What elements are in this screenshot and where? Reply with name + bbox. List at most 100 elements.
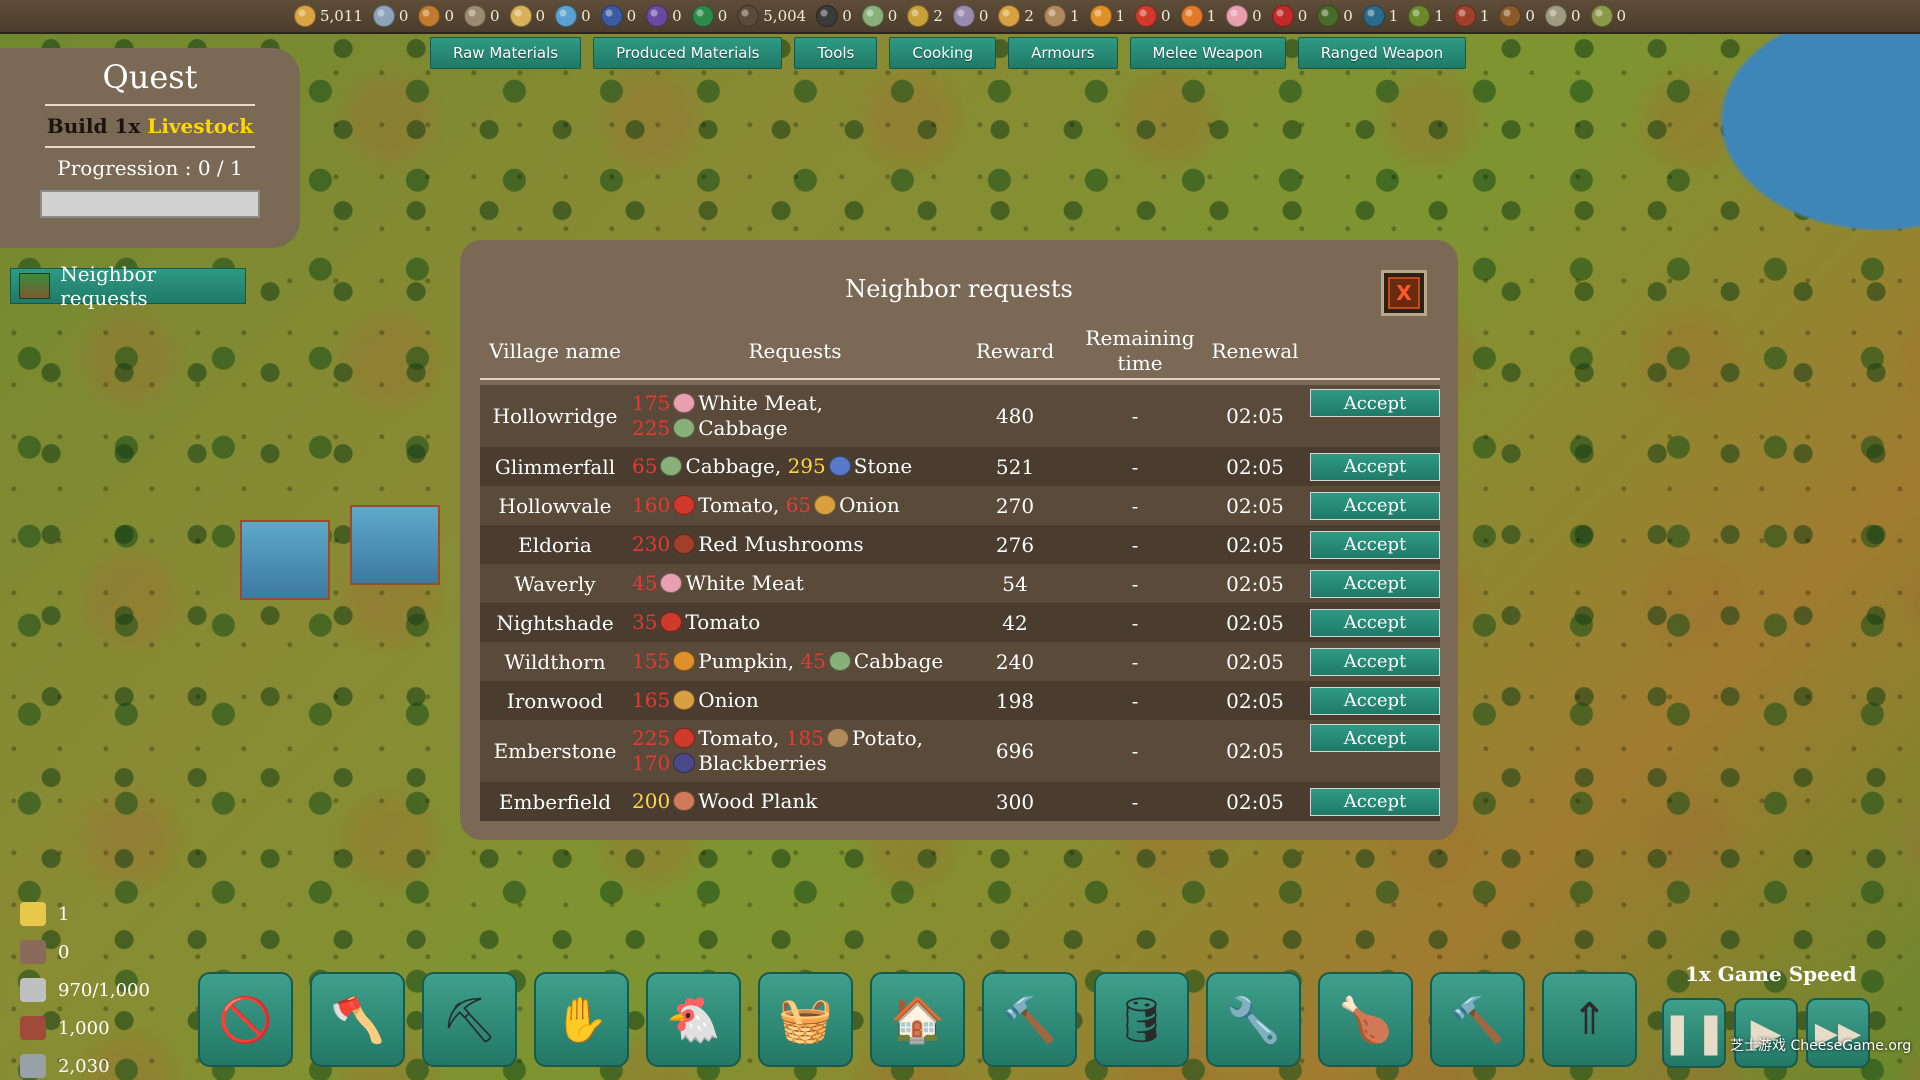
pickaxe-tool-icon: ⛏ [441,994,498,1046]
village-building[interactable] [350,505,440,585]
resource-item: 0 [372,5,408,27]
resource-count: 5,004 [763,7,807,25]
accept-button[interactable]: Accept [1310,647,1440,676]
village-building[interactable] [240,520,330,600]
pause-button[interactable]: ❚❚ [1660,998,1728,1068]
axe-tool-button[interactable]: 🪓 [310,972,405,1067]
renewal-time: 02:05 [1226,688,1284,713]
request-quantity: 170 [632,751,671,775]
resource-item: 0 [1590,5,1626,27]
accept-cell: Accept [1310,564,1440,603]
accept-button[interactable]: Accept [1310,787,1440,816]
pickaxe-tool-button[interactable]: ⛏ [422,972,517,1067]
fast-forward-button[interactable]: ▶▶ [1806,998,1870,1068]
modal-title: Neighbor requests [845,275,1073,303]
accept-button[interactable]: Accept [1310,389,1440,417]
table-row: Waverly 45 White Meat 54 - 02:05 Accept [480,564,1440,603]
request-items: 230 Red Mushrooms [630,525,960,564]
remaining-time: - [1131,688,1139,713]
request-list: 200 Wood Plank [632,789,817,814]
request-items: 175 White Meat, 225 Cabbage [630,385,960,447]
accept-button[interactable]: Accept [1310,530,1440,559]
neighbor-requests-button[interactable]: Neighbor requests [10,262,246,310]
wheat-icon [418,5,441,27]
village-name: Hollowvale [498,493,612,518]
cooking-tool-button[interactable]: 🍗 [1318,972,1413,1067]
sow-tool-button[interactable]: ✋ [534,972,629,1067]
tab-melee-weapon[interactable]: Melee Weapon [1129,37,1286,69]
tab-tools[interactable]: Tools [794,37,878,69]
quest-panel: Quest Build 1x Livestock Progression : 0… [0,48,300,248]
request-item: 35 Tomato [632,610,760,634]
request-items: 225 Tomato, 185 Potato, 170 Blackberries [630,720,960,782]
request-item-name: Tomato [685,610,761,634]
tab-cooking[interactable]: Cooking [889,37,997,69]
request-item-name: White Meat [685,571,804,595]
header-renewal: Renewal [1211,338,1299,363]
basket-tool-button[interactable]: 🧺 [758,972,853,1067]
plank-icon [737,5,760,27]
resource-item: 2 [998,5,1034,27]
tomato-icon [673,495,696,515]
request-item-name: Red Mushrooms [698,532,864,556]
request-item-name: Potato [851,726,917,750]
accept-button[interactable]: Accept [1310,608,1440,637]
resource-count: 0 [1252,7,1262,25]
corn-icon [907,5,930,27]
resource-item: 0 [1317,5,1353,27]
quest-task: Build 1x Livestock [0,114,300,138]
close-button[interactable]: X [1381,270,1427,316]
tongs-tool-button[interactable]: 🔧 [1206,972,1301,1067]
reward-value: 54 [1002,571,1028,596]
accept-button[interactable]: Accept [1310,452,1440,481]
village-name: Emberstone [493,739,617,763]
cancel-tool-button[interactable]: 🚫 [198,972,293,1067]
house-tool-button[interactable]: 🏠 [870,972,965,1067]
table-row: Eldoria 230 Red Mushrooms 276 - 02:05 Accept [480,525,1440,564]
resource-count: 1 [1115,7,1126,25]
play-button[interactable]: ▶ [1734,998,1798,1068]
tab-produced-materials[interactable]: Produced Materials [593,37,783,69]
request-item-name: Onion [698,688,759,712]
accept-button[interactable]: Accept [1310,569,1440,598]
request-quantity: 45 [800,649,826,673]
header-remaining-time: Remaining time [1085,326,1195,375]
request-item: 185 Potato, [786,726,923,750]
accept-cell: Accept [1310,681,1440,720]
potato-icon [1043,5,1066,27]
brown-mushroom-icon [1499,5,1522,27]
tab-armours[interactable]: Armours [1008,37,1118,69]
wood-icon [293,5,316,27]
accept-cell: Accept [1310,385,1440,447]
resource-count: 0 [489,7,500,25]
resource-item: 0 [861,5,897,27]
resource-count: 0 [1343,7,1353,25]
blackberries-icon [673,753,696,773]
resource-count: 1 [1479,7,1490,25]
resource-count: 0 [626,7,637,25]
table-row: Glimmerfall 65 Cabbage, 295 Stone 521 - 02:05 A… [480,447,1440,486]
accept-button[interactable]: Accept [1310,491,1440,520]
request-item: 230 Red Mushrooms [632,532,864,556]
remaining-time: - [1131,532,1139,557]
demolish-tool-button[interactable]: 🔨 [1430,972,1525,1067]
renewal-time: 02:05 [1226,789,1284,814]
tab-raw-materials[interactable]: Raw Materials [430,37,582,69]
renewal-time: 02:05 [1226,610,1284,635]
reward-value: 198 [995,688,1035,713]
accept-button[interactable]: Accept [1310,686,1440,715]
upgrade-tool-button[interactable]: ⇑ [1542,972,1637,1067]
onion-icon [952,5,975,27]
tab-ranged-weapon[interactable]: Ranged Weapon [1297,37,1467,69]
housing-icon [20,1016,46,1040]
accept-button[interactable]: Accept [1310,724,1440,752]
barrel-tool-button[interactable]: 🛢 [1094,972,1189,1067]
village-name: Glimmerfall [494,454,616,479]
resource-count: 0 [1161,7,1171,25]
hammer-tool-button[interactable]: 🔨 [982,972,1077,1067]
accept-cell: Accept [1310,642,1440,681]
cabbage-icon [861,5,884,27]
axe-tool-icon: 🪓 [330,994,385,1046]
livestock-tool-button[interactable]: 🐔 [646,972,741,1067]
resource-count: 0 [581,7,591,25]
